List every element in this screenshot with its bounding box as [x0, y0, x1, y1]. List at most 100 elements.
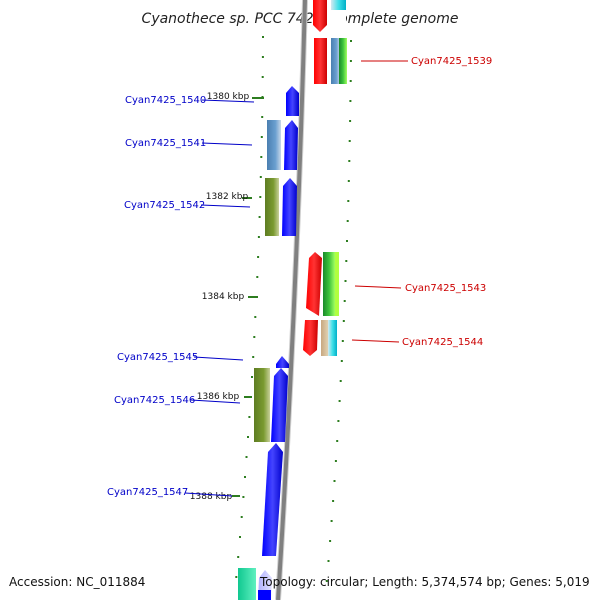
guide-dot-left [253, 336, 256, 338]
right-gene-labels: Cyan7425_1539 Cyan7425_1543 Cyan7425_154… [351, 56, 492, 348]
guide-dot-left [262, 36, 264, 38]
guide-dot-right [349, 100, 352, 102]
gene-arrow-1542-b [282, 178, 297, 236]
guide-dot-left [244, 476, 246, 478]
gene-arrow-blue-bottom [258, 590, 271, 600]
guide-dot-left [251, 376, 253, 378]
gene-arrow-red-top [313, 0, 327, 32]
guide-dot-right [342, 320, 345, 322]
guide-dot-right [341, 340, 344, 342]
guide-dot-right [336, 440, 339, 442]
guide-dot-right [344, 280, 347, 282]
gene-arrow-1544-red [303, 320, 318, 356]
guide-dot-left [258, 216, 261, 218]
gene-arrow-1546-a [254, 368, 270, 442]
dotted-guide-tracks [235, 36, 352, 582]
summary-text: Topology: circular; Length: 5,374,574 bp… [259, 575, 590, 589]
gene-gap [331, 15, 346, 35]
gene-arrow-1543-green [323, 252, 335, 316]
guide-dot-left [259, 176, 262, 178]
gene-arrows [238, 0, 347, 600]
guide-dot-left [260, 136, 263, 138]
gene-arrow-1545 [276, 356, 289, 368]
gene-arrow-1544-cyan [328, 320, 337, 356]
gene-arrow-1543-red [306, 252, 322, 316]
gene-label-1546[interactable]: Cyan7425_1546 [114, 395, 195, 406]
gene-arrow-1544-tan [321, 320, 328, 356]
guide-dot-right [349, 120, 352, 122]
guide-dot-left [257, 236, 260, 238]
guide-dot-right [325, 580, 328, 582]
guide-dot-right [347, 200, 350, 202]
gene-arrow-1541-a [267, 120, 281, 170]
gene-arrow-steel-1539 [331, 38, 340, 84]
guide-dot-right [343, 300, 346, 302]
guide-dot-left [259, 196, 262, 198]
gene-arrow-1542-a [265, 178, 279, 236]
guide-dot-right [347, 180, 350, 182]
guide-dot-left [235, 576, 238, 578]
guide-dot-left [257, 256, 260, 258]
genome-backbone [276, 0, 307, 600]
gene-label-1539[interactable]: Cyan7425_1539 [411, 56, 492, 67]
map-title: Cyanothece sp. PCC 7425, complete genome [142, 11, 459, 27]
gene-leader-1541 [201, 142, 253, 146]
gene-leader-1544 [351, 339, 400, 343]
gene-label-1547[interactable]: Cyan7425_1547 [107, 487, 188, 498]
guide-dot-left [247, 436, 249, 438]
scale-label-1386: 1386 kbp [197, 392, 240, 402]
guide-dot-right [346, 220, 349, 222]
guide-dot-left [261, 116, 264, 118]
guide-dot-left [252, 356, 255, 358]
guide-dot-left [254, 316, 257, 318]
guide-dot-left [256, 276, 259, 278]
guide-dot-right [345, 260, 348, 262]
guide-dot-right [337, 420, 340, 422]
guide-dot-right [339, 380, 342, 382]
gene-leader-1540 [201, 99, 255, 103]
gene-leader-1546 [190, 399, 241, 404]
scale-label-1384: 1384 kbp [202, 292, 245, 302]
backbone-group [275, 0, 308, 600]
guide-dot-right [348, 160, 351, 162]
guide-dot-right [349, 60, 352, 62]
gene-arrow-green-1539 [339, 38, 347, 84]
guide-dot-right [348, 140, 351, 142]
gene-label-1541[interactable]: Cyan7425_1541 [125, 138, 206, 149]
gene-label-1545[interactable]: Cyan7425_1545 [117, 352, 198, 363]
guide-dot-left [245, 456, 248, 458]
gene-label-1540[interactable]: Cyan7425_1540 [125, 95, 206, 106]
scale-label-1380: 1380 kbp [207, 92, 250, 102]
gene-label-1542[interactable]: Cyan7425_1542 [124, 200, 205, 211]
gene-leader-1542 [200, 204, 251, 208]
gene-label-1544[interactable]: Cyan7425_1544 [402, 337, 483, 348]
gene-arrow-cyan-top [331, 0, 346, 10]
scale-labels: 1380 kbp 1382 kbp 1384 kbp 1386 kbp 1388… [190, 92, 264, 502]
gene-arrow-1540 [286, 86, 299, 116]
scale-label-1382: 1382 kbp [206, 192, 249, 202]
guide-dot-left [261, 76, 264, 78]
guide-dot-right [338, 400, 341, 402]
gene-arrow-1543-lime [335, 252, 339, 316]
guide-dot-left [240, 516, 243, 518]
guide-dot-right [346, 240, 348, 242]
guide-dot-left [242, 496, 245, 498]
guide-dot-left [261, 56, 264, 58]
gene-label-1543[interactable]: Cyan7425_1543 [405, 283, 486, 294]
gene-arrow-red-1539 [314, 38, 327, 84]
guide-dot-left [260, 156, 263, 158]
guide-dot-left [237, 556, 240, 558]
guide-dot-right [327, 560, 330, 562]
guide-dot-right [340, 360, 343, 362]
guide-dot-right [349, 80, 352, 82]
guide-dot-right [330, 520, 333, 522]
gene-leader-1545 [193, 356, 244, 361]
guide-dot-right [332, 500, 335, 502]
gene-leader-1543 [354, 285, 402, 289]
gene-arrow-teal-bottom [238, 568, 256, 600]
guide-dot-right [350, 40, 352, 42]
guide-dot-right [333, 480, 336, 482]
gene-leader-1547 [184, 492, 233, 497]
